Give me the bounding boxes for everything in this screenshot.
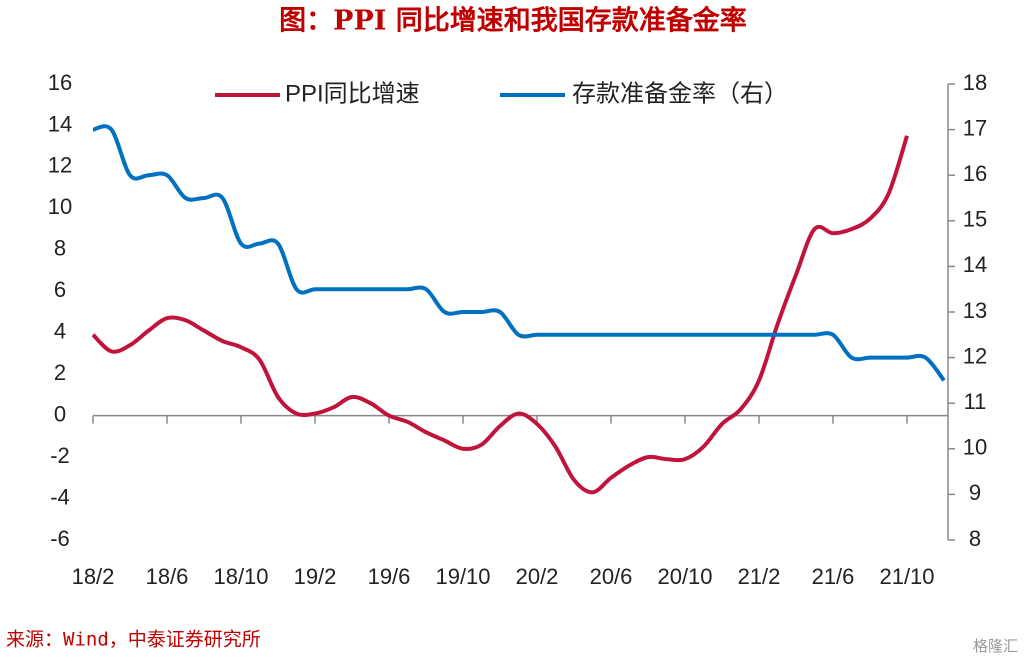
y2-tick-label: 18	[963, 70, 987, 95]
y-tick-label: 8	[54, 236, 66, 261]
x-tick-label: 18/2	[72, 564, 115, 589]
y-tick-label: 14	[48, 111, 72, 136]
source: 来源：Wind，中泰证券研究所	[6, 629, 261, 651]
y-tick-label: 10	[48, 194, 72, 219]
y-tick-label: -4	[50, 484, 70, 509]
x-tick-label: 19/10	[435, 564, 490, 589]
y-tick-label: -6	[50, 526, 70, 551]
watermark: 格隆汇	[973, 638, 1018, 655]
x-tick-label: 20/6	[590, 564, 633, 589]
x-tick-label: 19/6	[368, 564, 411, 589]
y-tick-label: -2	[50, 443, 70, 468]
y2-tick-label: 12	[963, 343, 987, 368]
series-line	[92, 124, 946, 382]
x-tick-label: 20/2	[516, 564, 559, 589]
x-tick-label: 18/10	[213, 564, 268, 589]
x-tick-label: 21/2	[738, 564, 781, 589]
y2-tick-label: 8	[969, 526, 981, 551]
x-tick-label: 18/6	[146, 564, 189, 589]
legend-label: 存款准备金率（右）	[572, 80, 788, 107]
y2-tick-label: 13	[963, 298, 987, 323]
y-tick-label: 4	[54, 319, 66, 344]
x-tick-label: 21/6	[812, 564, 855, 589]
y2-tick-label: 16	[963, 161, 987, 186]
y2-tick-label: 10	[963, 435, 987, 460]
y-tick-label: 12	[48, 153, 72, 178]
y2-tick-label: 14	[963, 252, 987, 277]
series-line	[91, 135, 909, 495]
x-tick-label: 20/10	[657, 564, 712, 589]
x-tick-label: 21/10	[879, 564, 934, 589]
chart-title: 图：PPI 同比增速和我国存款准备金率	[279, 5, 747, 37]
y-tick-label: 2	[54, 360, 66, 385]
y-tick-label: 16	[48, 70, 72, 95]
y-tick-label: 6	[54, 277, 66, 302]
x-tick-label: 19/2	[294, 564, 337, 589]
y2-tick-label: 9	[969, 480, 981, 505]
y2-tick-label: 17	[963, 115, 987, 140]
y2-tick-label: 11	[964, 389, 987, 414]
y-tick-label: 0	[54, 401, 66, 426]
y2-tick-label: 15	[963, 207, 987, 232]
legend-label: PPI同比增速	[285, 80, 420, 107]
